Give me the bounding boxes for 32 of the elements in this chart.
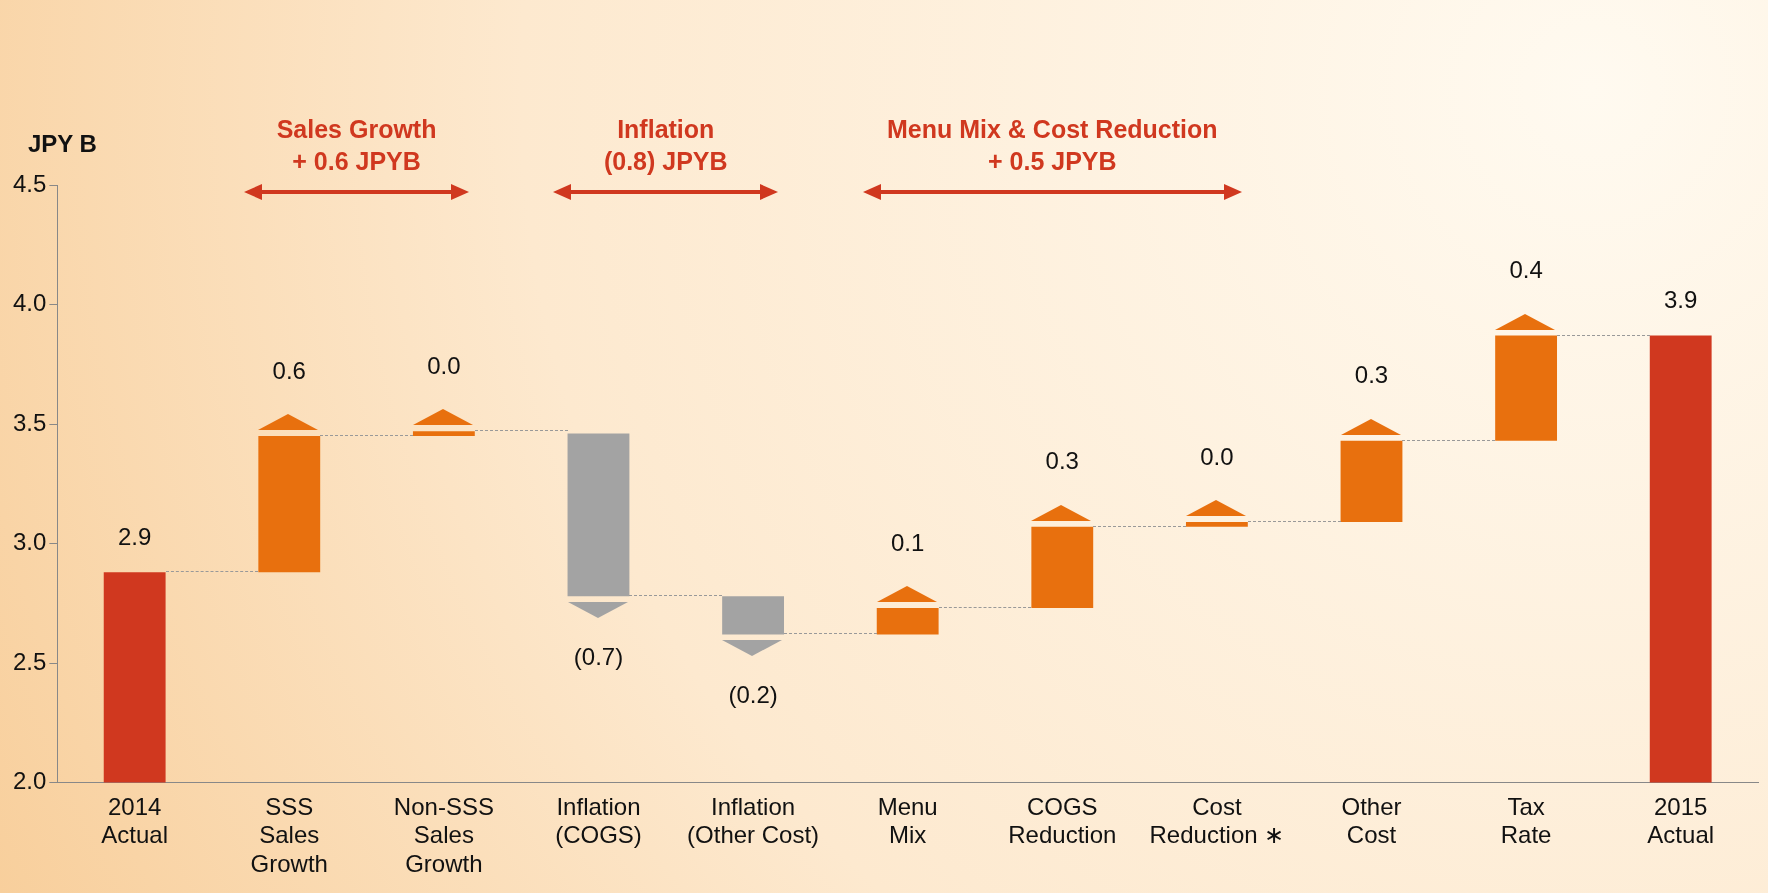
x-tick-label: Tax Rate xyxy=(1500,792,1552,849)
data-label: 0.4 xyxy=(1509,256,1543,284)
x-tick-label: Inflation (COGS) xyxy=(555,792,642,849)
data-label: 0.3 xyxy=(1045,447,1079,475)
data-label: 0.3 xyxy=(1354,361,1389,389)
data-label: 0.1 xyxy=(890,528,925,556)
data-label: 2.9 xyxy=(117,522,152,550)
y-tick-label: 3.5 xyxy=(12,408,47,436)
data-label: 0.0 xyxy=(1200,442,1234,470)
data-label: 0.0 xyxy=(427,351,461,379)
x-tick-label: SSS Sales Growth xyxy=(250,792,328,878)
data-label: (0.2) xyxy=(728,681,778,709)
y-tick-label: 2.5 xyxy=(12,647,47,675)
y-tick-label: 3.0 xyxy=(12,528,47,556)
text: Sales Growth + 0.6 JPYB xyxy=(276,114,437,177)
x-tick-label: Other Cost xyxy=(1341,792,1402,849)
data-label: (0.7) xyxy=(573,642,624,670)
x-tick-label: Menu Mix xyxy=(877,792,938,849)
y-tick-label: 4.0 xyxy=(12,289,47,317)
x-tick-label: Cost Reduction ∗ xyxy=(1149,792,1285,849)
y-tick-label: 2.0 xyxy=(12,767,47,795)
x-tick-label: 2015 Actual xyxy=(1647,792,1715,849)
x-tick-label: 2014 Actual xyxy=(101,792,169,849)
data-label: 0.6 xyxy=(272,356,306,384)
y-axis-title: JPY B xyxy=(28,130,97,158)
x-tick-label: Inflation (Other Cost) xyxy=(687,792,820,849)
data-label: 3.9 xyxy=(1664,286,1698,314)
text: Menu Mix & Cost Reduction + 0.5 JPYB xyxy=(887,114,1218,177)
y-tick-label: 4.5 xyxy=(12,169,47,197)
text: Inflation (0.8) JPYB xyxy=(603,114,728,177)
x-tick-label: Non-SSS Sales Growth xyxy=(393,792,494,878)
x-tick-label: COGS Reduction xyxy=(1008,792,1117,849)
